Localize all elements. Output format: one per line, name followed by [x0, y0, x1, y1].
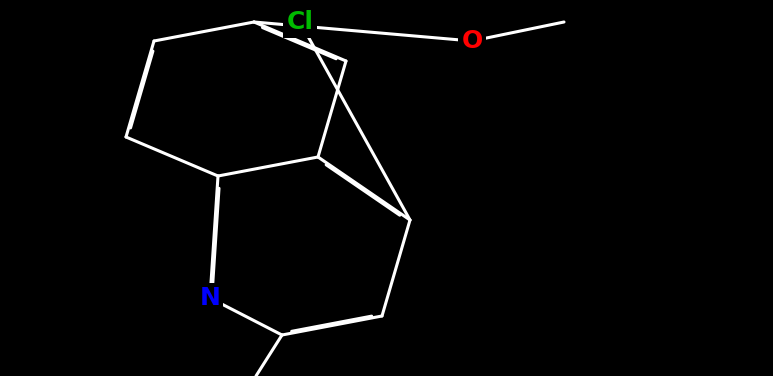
Text: Cl: Cl	[287, 10, 314, 34]
Text: N: N	[199, 286, 220, 310]
Text: O: O	[461, 29, 482, 53]
